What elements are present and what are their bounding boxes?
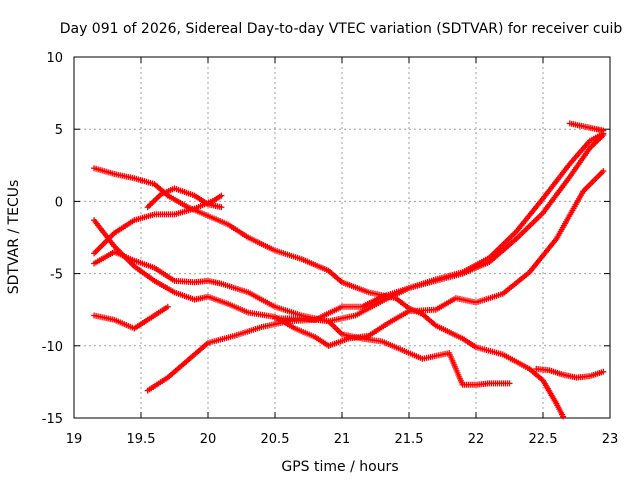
series-track-h [272, 131, 607, 325]
data-series [91, 120, 607, 420]
series-track-g [144, 130, 607, 394]
y-tick-label: -15 [42, 412, 63, 427]
data-point [218, 204, 225, 211]
grid-lines [74, 57, 610, 418]
x-tick-label: 21.5 [395, 432, 424, 447]
x-tick-label: 22.5 [529, 432, 558, 447]
data-point [506, 380, 513, 387]
x-tick-label: 20.5 [261, 432, 290, 447]
y-tick-label: 0 [55, 195, 63, 210]
data-point [600, 168, 607, 175]
series-track-b [91, 248, 513, 388]
x-tick-label: 23 [602, 432, 619, 447]
chart-title: Day 091 of 2026, Sidereal Day-to-day VTE… [60, 21, 623, 37]
data-point [164, 303, 171, 310]
x-tick-label: 21 [334, 432, 351, 447]
y-tick-label: -5 [50, 268, 63, 283]
series-track-j [533, 365, 607, 381]
x-tick-label: 22 [468, 432, 485, 447]
x-axis-label: GPS time / hours [281, 459, 398, 475]
x-tick-label: 20 [200, 432, 217, 447]
series-track-k [566, 120, 607, 134]
x-tick-label: 19 [66, 432, 83, 447]
data-point [600, 127, 607, 134]
y-tick-label: -10 [42, 340, 63, 355]
series-track-e [91, 192, 225, 257]
series-track-f [144, 185, 225, 211]
data-point [560, 413, 567, 420]
series-track-i [325, 168, 607, 349]
x-tick-label: 19.5 [127, 432, 156, 447]
series-track-d [91, 303, 171, 332]
y-tick-label: 10 [46, 51, 63, 66]
series-track-a [91, 165, 567, 420]
y-axis-label: SDTVAR / TECUs [6, 180, 22, 295]
data-point [218, 192, 225, 199]
axis-ticks: 19 19.5 20 20.5 21 21.5 22 22.5 23 -15 -10 -5 0 5 10 [42, 51, 619, 447]
y-tick-label: 5 [55, 123, 63, 138]
data-point [600, 368, 607, 375]
